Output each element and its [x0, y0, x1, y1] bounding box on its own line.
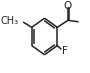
Text: F: F: [62, 46, 68, 56]
Text: CH₃: CH₃: [0, 16, 18, 26]
Text: O: O: [63, 1, 71, 11]
